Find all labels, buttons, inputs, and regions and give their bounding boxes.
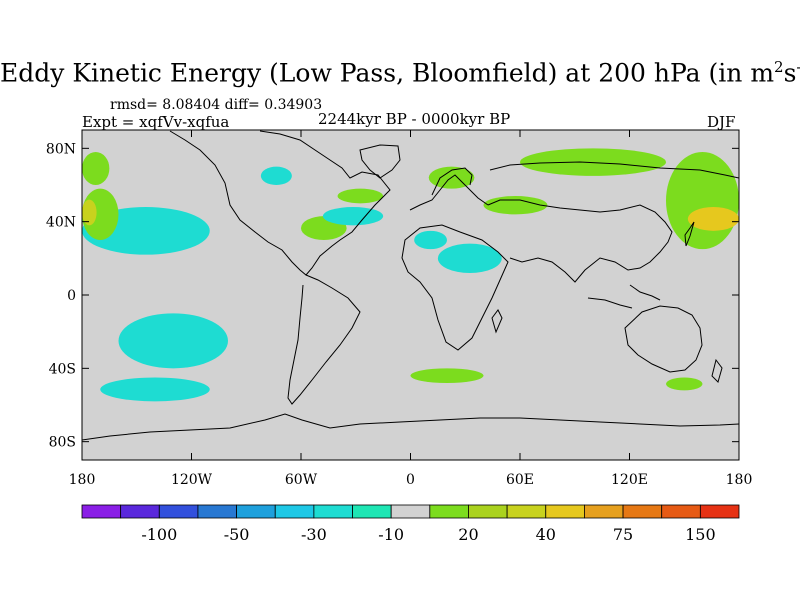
colorbar-box (584, 504, 624, 519)
y-tick-label: 40S (49, 361, 76, 377)
chart-title: Eddy Kinetic Energy (Low Pass, Bloomfiel… (0, 58, 800, 88)
coast-siberia (489, 161, 739, 179)
colorbar-label: 150 (685, 525, 716, 544)
colorbar-box (236, 504, 276, 519)
y-tick-label: 80N (46, 141, 76, 157)
colorbar-label: 20 (458, 525, 478, 544)
coast-madagascar (491, 309, 503, 334)
x-tick-label: 180 (69, 472, 96, 488)
colorbar-box (120, 504, 160, 519)
coast-scandinavia (431, 167, 473, 196)
y-tick-label: 40N (46, 215, 76, 231)
colorbar-box (352, 504, 392, 519)
colorbar: -100 -50 -30 -10 20 40 75 150 (81, 504, 740, 544)
x-tick-label: 0 (406, 472, 415, 488)
colorbar-box (197, 504, 237, 519)
anomaly-s-atlantic-positive (410, 368, 484, 383)
colorbar-box (506, 504, 547, 519)
anomaly-nw-pacific-positive (666, 152, 739, 250)
coast-antarctica (82, 413, 739, 441)
coast-greenland (359, 144, 401, 179)
x-tick-label: 60W (285, 472, 318, 488)
colorbar-label: 75 (613, 525, 633, 544)
anomaly-s-indian-positive (666, 377, 703, 391)
colorbar-box (158, 504, 199, 519)
y-tick-label: 0 (67, 288, 76, 304)
anomaly-s-pacific-negative-2 (100, 377, 210, 402)
colorbar-label: -30 (301, 525, 327, 544)
coast-europe (409, 174, 489, 211)
anomaly-siberia-positive (520, 148, 666, 176)
anomaly-alaska-positive (82, 152, 110, 185)
coast-north-america (169, 130, 391, 276)
axis-ticks: 180 120W 60W 0 60E 120E 180 80N 40N 0 40S 80S (46, 130, 752, 488)
anomaly-mid-latitude-asia-positive (483, 196, 548, 215)
anomaly-mediterranean-negative (414, 230, 448, 250)
colorbar-box (313, 504, 353, 519)
x-tick-label: 180 (726, 472, 753, 488)
stats-text: rmsd= 8.08404 diff= 0.34903 (110, 97, 323, 113)
season-label: DJF (707, 113, 736, 131)
coast-new-zealand (711, 358, 723, 383)
colorbar-box (545, 504, 585, 519)
anomaly-w-pacific-strong-positive (82, 199, 97, 226)
period-label: 2244kyr BP - 0000kyr BP (318, 110, 511, 128)
y-tick-label: 80S (49, 435, 76, 451)
anomaly-arabia-negative (437, 243, 502, 273)
colorbar-box (661, 504, 701, 519)
anomaly-atlantic-negative (322, 207, 384, 226)
colorbar-box (429, 504, 469, 519)
map-background (82, 130, 739, 460)
anomaly-greenland-sea-positive (337, 188, 384, 204)
colorbar-box (622, 504, 663, 519)
colorbar-box (468, 504, 508, 519)
anomaly-layer (82, 148, 739, 402)
colorbar-label: -10 (378, 525, 404, 544)
colorbar-box (81, 504, 122, 519)
coast-asia (487, 199, 673, 283)
x-tick-label: 120E (611, 472, 648, 488)
colorbar-box (390, 504, 431, 519)
anomaly-s-pacific-negative (118, 313, 228, 369)
colorbar-label: -50 (224, 525, 250, 544)
colorbar-label: -100 (141, 525, 177, 544)
coast-africa (401, 224, 509, 351)
anomaly-nw-pacific-strong-positive (687, 207, 739, 231)
anomaly-hudson-negative (260, 166, 292, 185)
coast-japan (684, 221, 695, 247)
coast-indonesia (587, 284, 661, 309)
experiment-label: Expt = xqfVv-xqfua (82, 113, 230, 131)
colorbar-box (274, 504, 315, 519)
coast-south-america (287, 274, 361, 405)
x-tick-label: 120W (171, 472, 213, 488)
coast-australia (624, 305, 703, 373)
coastlines (82, 130, 739, 441)
x-tick-label: 60E (506, 472, 534, 488)
colorbar-label: 40 (536, 525, 556, 544)
colorbar-box (699, 504, 740, 519)
